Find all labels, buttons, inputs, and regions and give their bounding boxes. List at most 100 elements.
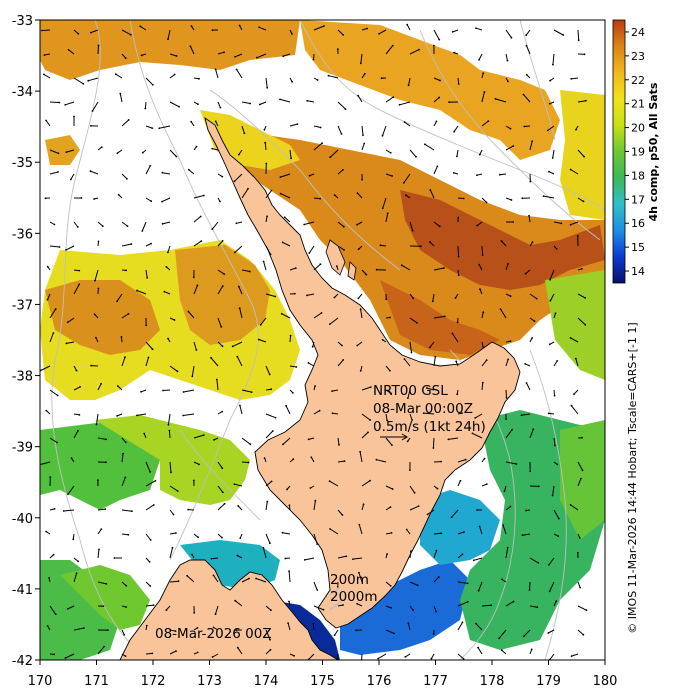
current-vector-head: [457, 255, 460, 258]
current-vector-head: [462, 658, 465, 660]
current-vector: [429, 341, 435, 348]
current-vector: [193, 216, 202, 223]
current-vector-head: [197, 536, 199, 539]
current-vector: [478, 264, 483, 271]
current-vector: [577, 581, 581, 588]
current-vector: [360, 53, 363, 64]
current-vector-head: [239, 404, 241, 407]
current-vector: [549, 269, 555, 280]
current-vector-head: [94, 279, 96, 282]
current-vector: [282, 437, 291, 445]
current-vector-head: [167, 251, 169, 254]
current-vector-head: [45, 409, 48, 412]
current-vector-head: [235, 68, 238, 71]
current-vector: [258, 26, 267, 31]
current-vector-head: [312, 623, 315, 625]
current-vector: [217, 285, 224, 295]
current-vector-head: [105, 583, 108, 585]
current-vector-head: [243, 132, 246, 135]
current-vector-head: [72, 538, 75, 541]
current-vectors: [40, 23, 588, 660]
current-vector-head: [234, 251, 236, 254]
sst-patch-hotspot: [400, 190, 605, 290]
colorbar-tick-label: 17: [631, 193, 645, 206]
current-vector: [337, 101, 346, 110]
current-vector: [70, 173, 75, 180]
current-vector: [256, 53, 267, 59]
current-vector-head: [417, 505, 420, 508]
current-vector: [169, 53, 177, 57]
current-vector-head: [247, 461, 250, 464]
current-vector: [145, 604, 154, 607]
current-vector-head: [466, 600, 469, 603]
current-vector: [406, 24, 411, 31]
current-vector: [472, 432, 483, 439]
current-vector: [121, 477, 126, 487]
current-vector: [238, 286, 243, 295]
current-vector: [409, 581, 418, 586]
current-vector-head: [279, 192, 282, 195]
current-vector: [424, 143, 435, 151]
current-vector-head: [369, 479, 371, 482]
current-vector: [97, 508, 106, 511]
current-vector: [239, 308, 243, 319]
current-vector-head: [76, 226, 79, 228]
lon-tick-label: 172: [141, 674, 166, 689]
current-vector-head: [466, 582, 469, 585]
current-vector-head: [190, 120, 193, 123]
current-vector-head: [389, 369, 391, 372]
current-vector-head: [412, 297, 414, 300]
current-vector-head: [462, 197, 465, 200]
current-vector: [376, 459, 387, 463]
colorbar-tick-label: 21: [631, 98, 645, 111]
current-vector: [289, 365, 297, 368]
current-vector: [382, 125, 387, 136]
current-vector-head: [53, 653, 56, 656]
current-vector: [193, 285, 198, 295]
current-vector-head: [329, 528, 331, 530]
current-vector-head: [472, 559, 475, 562]
current-vector: [529, 141, 533, 151]
current-vector-head: [306, 294, 308, 297]
current-vector: [88, 77, 99, 82]
current-vector: [457, 653, 464, 660]
current-vector-head: [173, 319, 176, 321]
current-vector-head: [447, 438, 450, 441]
current-vector-head: [483, 91, 486, 93]
current-vector-head: [391, 444, 393, 446]
current-vector: [97, 581, 107, 585]
current-vector-head: [502, 524, 504, 526]
current-vector-head: [357, 248, 360, 251]
current-vector-head: [113, 557, 116, 559]
current-vector-head: [560, 222, 563, 225]
current-vector-head: [78, 283, 81, 286]
current-vector-head: [175, 55, 178, 57]
current-vector-head: [437, 576, 440, 578]
current-vector: [357, 341, 363, 346]
colorbar-tick-label: 16: [631, 217, 645, 230]
current-vector-head: [511, 428, 513, 431]
current-vector-head: [70, 457, 73, 460]
current-vector-head: [476, 174, 478, 177]
current-vector-head: [512, 221, 515, 223]
current-vector-head: [574, 357, 577, 360]
current-vector-head: [269, 638, 271, 641]
product-label: NRT00 GSL: [373, 383, 448, 399]
current-vector-head: [432, 447, 435, 449]
current-vector-head: [101, 225, 104, 228]
current-vector-head: [192, 276, 195, 279]
current-vector-head: [507, 263, 509, 265]
current-vector-head: [151, 83, 154, 86]
colorbar-title: 4h comp, p50, All Sats: [647, 82, 660, 221]
current-vector: [577, 605, 587, 611]
current-vector-head: [580, 477, 582, 480]
current-vector: [210, 357, 219, 367]
current-vector: [215, 605, 219, 615]
current-vector-head: [338, 444, 340, 446]
current-vector: [352, 557, 363, 560]
current-vector-head: [116, 385, 119, 387]
current-vector-head: [485, 359, 488, 361]
current-vector-head: [390, 532, 393, 534]
current-vector-head: [548, 590, 551, 593]
current-vector-head: [270, 609, 272, 612]
